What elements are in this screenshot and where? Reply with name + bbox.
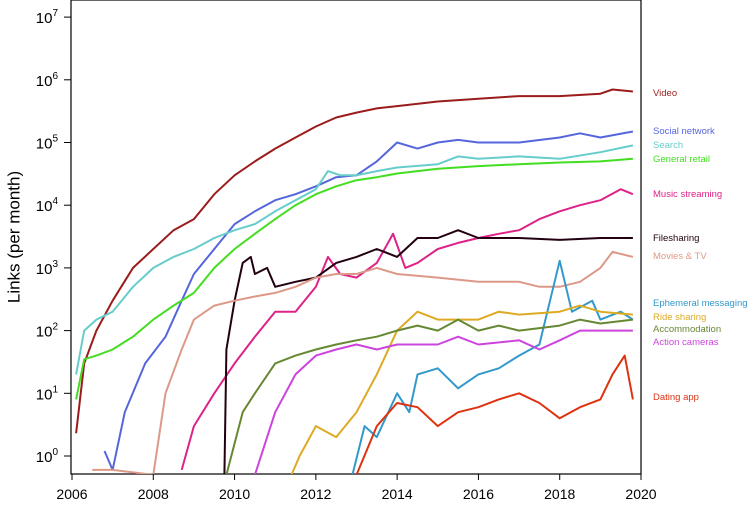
x-tick-label: 2012 xyxy=(300,486,331,502)
series-label-accommodation: Accommodation xyxy=(653,324,721,335)
series-line-filesharing xyxy=(223,229,633,474)
plot-frame xyxy=(70,0,642,475)
series-label-movies-tv: Movies & TV xyxy=(653,251,707,262)
series-label-search: Search xyxy=(653,140,683,151)
series-line-movies-tv xyxy=(92,250,634,474)
series-label-action-cameras: Action cameras xyxy=(653,337,719,348)
series-line-social-network xyxy=(103,130,634,471)
y-tick-label: 101 xyxy=(36,384,59,403)
series-label-general-retail: General retail xyxy=(653,154,710,165)
series-line-action-cameras xyxy=(254,329,633,474)
series-line-accommodation xyxy=(225,318,634,474)
y-axis: 100 101 102 103 104 105 106 107 xyxy=(36,8,71,466)
series-label-filesharing: Filesharing xyxy=(653,233,699,244)
y-tick-label: 100 xyxy=(36,447,59,466)
x-tick-label: 2018 xyxy=(544,486,575,502)
series-line-ride-sharing xyxy=(290,304,633,474)
series-line-search xyxy=(75,144,634,375)
series-line-general-retail xyxy=(75,157,633,400)
x-tick-label: 2014 xyxy=(382,486,413,502)
series-label-social-network: Social network xyxy=(653,126,715,137)
series-line-video xyxy=(75,88,633,434)
x-tick-label: 2020 xyxy=(625,486,656,502)
series-layer xyxy=(75,88,634,474)
series-label-music-streaming: Music streaming xyxy=(653,189,722,200)
x-tick-label: 2006 xyxy=(56,486,87,502)
series-label-dating-app: Dating app xyxy=(653,392,699,403)
series-label-ride-sharing: Ride sharing xyxy=(653,312,706,323)
x-tick-label: 2008 xyxy=(138,486,169,502)
series-labels: Video Social network Search General retail M… xyxy=(653,88,748,403)
series-label-video: Video xyxy=(653,88,677,99)
y-tick-label: 103 xyxy=(36,259,59,278)
x-tick-label: 2016 xyxy=(463,486,494,502)
y-tick-label: 107 xyxy=(36,8,59,27)
x-tick-label: 2010 xyxy=(219,486,250,502)
y-axis-label: Links (per month) xyxy=(4,171,23,303)
series-label-ephemeral-messaging: Ephemeral messaging xyxy=(653,298,748,309)
y-tick-label: 106 xyxy=(36,71,59,90)
y-tick-label: 104 xyxy=(36,196,59,215)
series-line-dating-app xyxy=(355,354,634,474)
y-tick-label: 102 xyxy=(36,322,59,341)
y-tick-label: 105 xyxy=(36,134,59,153)
series-line-music-streaming xyxy=(180,188,634,471)
x-axis: 2006 2008 2010 2012 2014 2016 2018 2020 xyxy=(56,474,657,502)
series-line-ephemeral-messaging xyxy=(351,259,634,474)
